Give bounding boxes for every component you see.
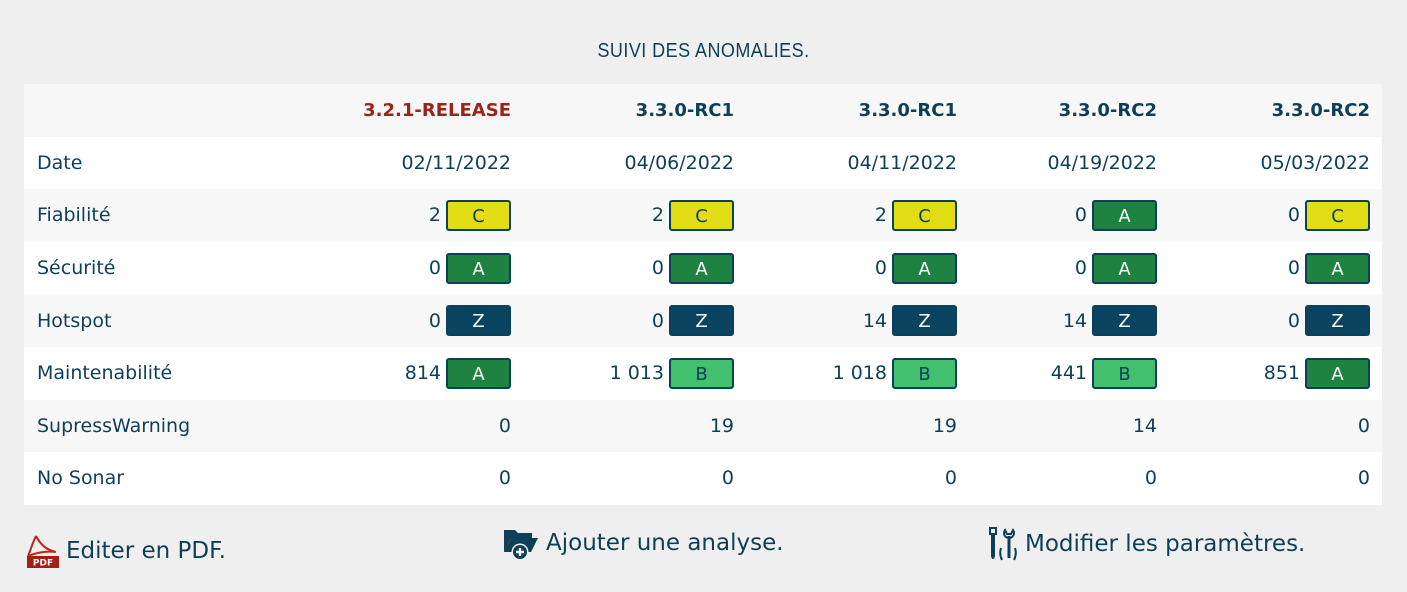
cell-value: 1 013 xyxy=(609,362,664,385)
column-header: 3.2.1-RELEASE xyxy=(363,99,511,121)
table-row: Date 02/11/2022 04/06/2022 04/11/2022 04… xyxy=(24,136,1382,190)
export-pdf-label: Editer en PDF. xyxy=(66,538,226,564)
row-label: Hotspot xyxy=(37,309,112,332)
grade-badge: A xyxy=(1305,357,1370,389)
cell-value: 0 xyxy=(721,467,734,490)
cell-value: 0 xyxy=(1144,467,1157,490)
cell-value: 04/11/2022 xyxy=(847,151,957,174)
row-label: SupressWarning xyxy=(37,414,191,437)
add-analysis-link[interactable]: Ajouter une analyse. xyxy=(502,524,784,562)
grade-badge: C xyxy=(1305,199,1370,231)
row-label: Sécurité xyxy=(37,257,116,280)
cell-value: 0 xyxy=(1357,414,1370,437)
row-label: Date xyxy=(37,151,83,174)
cell-value: 0 xyxy=(1074,257,1087,280)
cell-value: 0 xyxy=(874,257,887,280)
actions-bar: PDF Editer en PDF. Ajouter une analyse. … xyxy=(0,524,1407,574)
cell-value: 04/06/2022 xyxy=(624,151,734,174)
cell-value: 0 xyxy=(498,414,511,437)
cell-value: 0 xyxy=(1287,204,1300,227)
column-header: 3.3.0-RC2 xyxy=(1271,99,1370,121)
export-pdf-link[interactable]: PDF Editer en PDF. xyxy=(26,534,226,568)
row-label: Maintenabilité xyxy=(37,362,173,385)
grade-badge: A xyxy=(446,357,511,389)
tools-icon xyxy=(989,527,1017,561)
grade-badge: A xyxy=(892,252,957,284)
cell-value: 2 xyxy=(428,204,441,227)
column-header: 3.3.0-RC1 xyxy=(635,99,734,121)
cell-value: 0 xyxy=(651,257,664,280)
grade-badge: Z xyxy=(1092,305,1157,337)
grade-badge: A xyxy=(1092,199,1157,231)
grade-badge: A xyxy=(446,252,511,284)
grade-badge: C xyxy=(892,199,957,231)
cell-value: 814 xyxy=(404,362,441,385)
grade-badge: Z xyxy=(446,305,511,337)
cell-value: 05/03/2022 xyxy=(1260,151,1370,174)
cell-value: 04/19/2022 xyxy=(1047,151,1157,174)
table-row: No Sonar 0 0 0 0 0 xyxy=(24,452,1382,505)
table-row: Maintenabilité 814 A 1 013 B 1 018 B 441 B 8… xyxy=(24,346,1382,400)
row-label: No Sonar xyxy=(37,467,125,490)
grade-badge: A xyxy=(669,252,734,284)
table-header-row: 3.2.1-RELEASE 3.3.0-RC1 3.3.0-RC1 3.3.0-… xyxy=(24,84,1382,137)
cell-value: 441 xyxy=(1050,362,1087,385)
grade-badge: A xyxy=(1305,252,1370,284)
cell-value: 14 xyxy=(1132,414,1157,437)
cell-value: 0 xyxy=(651,309,664,332)
page-title: SUIVI DES ANOMALIES. xyxy=(597,40,810,62)
grade-badge: B xyxy=(1092,357,1157,389)
grade-badge: Z xyxy=(892,305,957,337)
anomalies-table: 3.2.1-RELEASE 3.3.0-RC1 3.3.0-RC1 3.3.0-… xyxy=(24,84,1382,505)
header-empty xyxy=(24,84,290,137)
settings-label: Modifier les paramètres. xyxy=(1025,531,1306,557)
column-header: 3.3.0-RC1 xyxy=(858,99,957,121)
pdf-icon: PDF xyxy=(27,535,59,569)
grade-badge: Z xyxy=(1305,305,1370,337)
cell-value: 0 xyxy=(944,467,957,490)
cell-value: 0 xyxy=(428,309,441,332)
cell-value: 0 xyxy=(1287,309,1300,332)
cell-value: 14 xyxy=(1062,309,1087,332)
cell-value: 02/11/2022 xyxy=(401,151,511,174)
column-header: 3.3.0-RC2 xyxy=(1058,99,1157,121)
cell-value: 19 xyxy=(932,414,957,437)
cell-value: 0 xyxy=(1357,467,1370,490)
cell-value: 2 xyxy=(874,204,887,227)
cell-value: 851 xyxy=(1263,362,1300,385)
folder-add-icon xyxy=(504,530,538,561)
cell-value: 0 xyxy=(498,467,511,490)
pdf-icon-text: PDF xyxy=(33,559,53,569)
cell-value: 1 018 xyxy=(832,362,887,385)
cell-value: 2 xyxy=(651,204,664,227)
grade-badge: B xyxy=(892,357,957,389)
table-row: SupressWarning 0 19 19 14 0 xyxy=(24,399,1382,453)
cell-value: 0 xyxy=(1074,204,1087,227)
add-analysis-label: Ajouter une analyse. xyxy=(546,530,784,556)
cell-value: 0 xyxy=(1287,257,1300,280)
cell-value: 0 xyxy=(428,257,441,280)
settings-link[interactable]: Modifier les paramètres. xyxy=(985,526,1305,562)
grade-badge: B xyxy=(669,357,734,389)
row-label: Fiabilité xyxy=(37,204,111,227)
grade-badge: C xyxy=(669,199,734,231)
cell-value: 19 xyxy=(709,414,734,437)
grade-badge: C xyxy=(446,199,511,231)
grade-badge: A xyxy=(1092,252,1157,284)
grade-badge: Z xyxy=(669,305,734,337)
cell-value: 14 xyxy=(862,309,887,332)
